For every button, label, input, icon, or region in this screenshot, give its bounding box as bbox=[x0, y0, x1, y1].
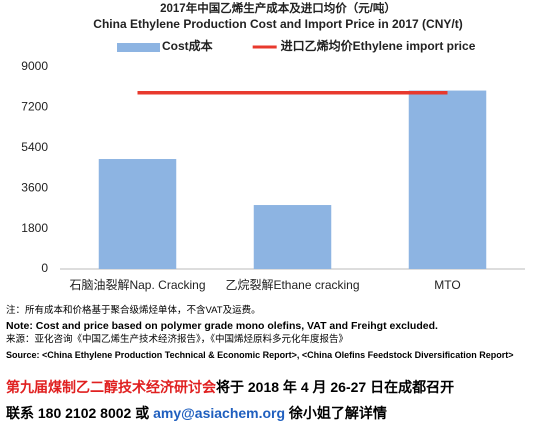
y-tick-label: 7200 bbox=[21, 100, 48, 114]
y-tick-label: 0 bbox=[41, 261, 48, 275]
chart: 2017年中国乙烯生产成本及进口均价（元/吨） China Ethylene P… bbox=[21, 1, 525, 292]
notes: 注：所有成本和价格基于聚合级烯烃单体，不含VAT及运费。 Note: Cost a… bbox=[6, 304, 513, 362]
note: 注：所有成本和价格基于聚合级烯烃单体，不含VAT及运费。 bbox=[6, 305, 261, 316]
bar bbox=[253, 205, 332, 269]
footer-text: 将于 2018 年 4 月 26-27 日在成都召开 bbox=[216, 379, 455, 395]
note: Source: <China Ethylene Production Techn… bbox=[6, 349, 514, 360]
footer-line: 第九届煤制乙二醇技术经济研讨会将于 2018 年 4 月 26-27 日在成都召… bbox=[6, 374, 454, 400]
legend-swatch bbox=[117, 43, 160, 52]
note: Note: Cost and price based on polymer gr… bbox=[6, 319, 438, 332]
footer-line: 联系 180 2102 8002 或 amy@asiachem.org 徐小姐了… bbox=[6, 400, 454, 426]
x-tick-label: 乙烷裂解Ethane cracking bbox=[225, 278, 359, 292]
y-tick-label: 9000 bbox=[21, 59, 48, 73]
y-tick-label: 1800 bbox=[21, 221, 48, 235]
x-tick-label: 石脑油裂解Nap. Cracking bbox=[69, 278, 205, 292]
x-tick-label: MTO bbox=[434, 278, 460, 292]
footer-text: 联系 180 2102 8002 或 bbox=[6, 405, 154, 421]
footer: 第九届煤制乙二醇技术经济研讨会将于 2018 年 4 月 26-27 日在成都召… bbox=[6, 374, 454, 426]
chart-subtitle: China Ethylene Production Cost and Impor… bbox=[93, 17, 462, 31]
footer-text: 徐小姐了解详情 bbox=[285, 405, 387, 421]
legend-label: 进口乙烯均价Ethylene import price bbox=[281, 38, 476, 53]
footer-text: amy@asiachem.org bbox=[153, 405, 286, 421]
y-tick-label: 5400 bbox=[21, 140, 48, 154]
y-tick-label: 3600 bbox=[21, 180, 48, 194]
legend-label: Cost成本 bbox=[162, 38, 213, 53]
note: 来源：亚化咨询《中国乙烯生产技术经济报告》，《中国烯烃原料多元化年度报告》 bbox=[6, 334, 349, 345]
footer-text: 第九届煤制乙二醇技术经济研讨会 bbox=[6, 379, 216, 395]
bar bbox=[408, 90, 487, 269]
chart-title: 2017年中国乙烯生产成本及进口均价（元/吨） bbox=[160, 1, 396, 15]
bar bbox=[98, 159, 177, 269]
